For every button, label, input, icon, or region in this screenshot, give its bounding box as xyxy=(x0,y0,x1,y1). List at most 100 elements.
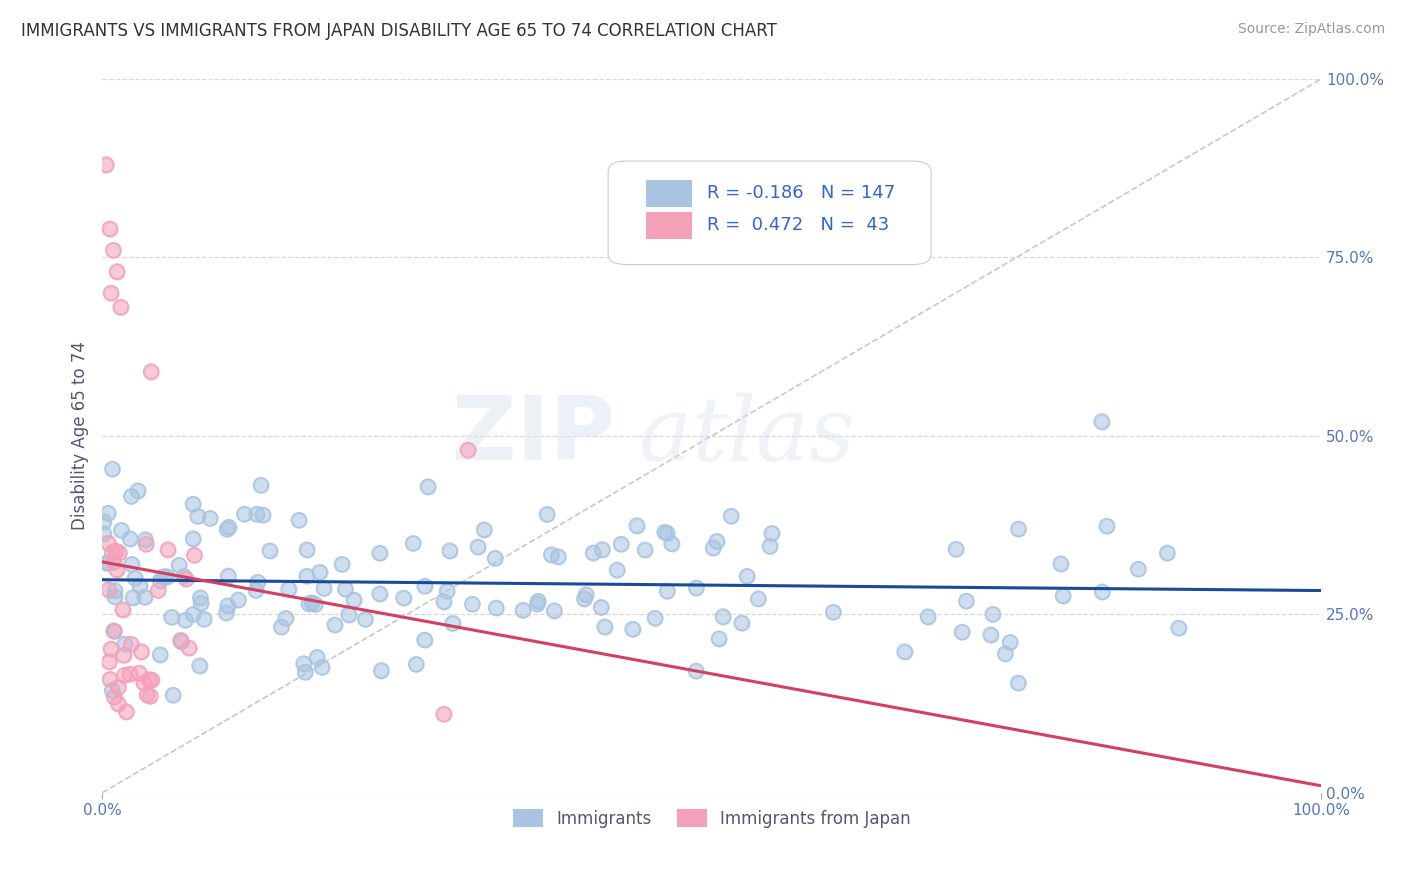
Point xyxy=(654,525,676,540)
Point xyxy=(152,569,174,583)
Point xyxy=(433,707,456,722)
Point xyxy=(156,569,179,583)
Point xyxy=(1091,415,1114,429)
Point xyxy=(190,596,212,610)
Point xyxy=(295,569,318,583)
Point xyxy=(917,609,939,624)
Point xyxy=(1128,562,1150,576)
Point xyxy=(707,632,730,646)
Point xyxy=(661,537,683,551)
Point xyxy=(685,664,707,678)
Point xyxy=(731,615,754,630)
Point xyxy=(621,622,644,636)
Point xyxy=(1091,584,1114,599)
Point xyxy=(118,667,141,681)
Point xyxy=(759,540,782,554)
Point xyxy=(97,582,120,597)
Point xyxy=(115,705,138,719)
Text: R = -0.186   N = 147: R = -0.186 N = 147 xyxy=(707,184,896,202)
Point xyxy=(112,648,135,663)
Point xyxy=(250,478,273,492)
Point xyxy=(114,637,136,651)
Point xyxy=(136,688,159,702)
Point xyxy=(162,688,184,702)
Point xyxy=(118,667,141,681)
Point xyxy=(110,301,132,315)
Point xyxy=(945,542,967,557)
Point xyxy=(591,542,613,557)
Point xyxy=(998,635,1021,649)
Point xyxy=(1007,676,1029,690)
Point xyxy=(433,707,456,722)
Point xyxy=(105,563,128,577)
Point xyxy=(295,569,318,583)
Text: ZIP: ZIP xyxy=(451,392,614,479)
Point xyxy=(98,655,121,669)
Point xyxy=(134,533,156,547)
Point xyxy=(298,597,321,611)
Point xyxy=(188,591,211,605)
Point xyxy=(124,571,146,585)
Point xyxy=(162,688,184,702)
Point xyxy=(121,558,143,572)
Point xyxy=(606,563,628,577)
Point xyxy=(98,673,121,687)
Point xyxy=(484,551,506,566)
Point xyxy=(634,542,657,557)
Point xyxy=(540,548,562,562)
Point xyxy=(103,555,125,569)
Point xyxy=(100,286,122,301)
Point xyxy=(250,478,273,492)
Point xyxy=(685,581,707,595)
Point xyxy=(702,541,724,555)
Point xyxy=(98,222,121,236)
Point xyxy=(294,665,316,680)
Point xyxy=(259,543,281,558)
Point xyxy=(217,599,239,613)
Point xyxy=(101,683,124,698)
Point xyxy=(218,520,240,534)
Point xyxy=(217,569,239,583)
Point xyxy=(337,607,360,622)
Point xyxy=(128,666,150,681)
Point xyxy=(181,497,204,511)
Point xyxy=(654,525,676,540)
Point xyxy=(702,541,724,555)
Point xyxy=(108,546,131,560)
Point xyxy=(823,605,845,619)
Point xyxy=(139,690,162,704)
Point xyxy=(1128,562,1150,576)
Point xyxy=(100,642,122,657)
Point xyxy=(994,647,1017,661)
Point xyxy=(174,613,197,627)
Point xyxy=(110,524,132,538)
Point xyxy=(526,597,548,611)
Point xyxy=(233,507,256,521)
Point xyxy=(536,508,558,522)
Point xyxy=(107,680,129,694)
Point xyxy=(188,658,211,673)
Point xyxy=(134,533,156,547)
Point xyxy=(305,650,328,665)
Point xyxy=(311,660,333,674)
Point xyxy=(97,506,120,520)
Point xyxy=(543,604,565,618)
Point xyxy=(574,591,596,606)
Point xyxy=(122,591,145,605)
Point xyxy=(335,582,357,596)
Point xyxy=(215,606,238,620)
Point xyxy=(981,607,1004,622)
Point xyxy=(177,640,200,655)
Point xyxy=(104,544,127,558)
Point xyxy=(685,664,707,678)
Point xyxy=(574,591,596,606)
Point xyxy=(107,680,129,694)
Point xyxy=(181,497,204,511)
Point xyxy=(190,596,212,610)
Point xyxy=(174,572,197,586)
Point xyxy=(593,620,616,634)
Point xyxy=(644,611,666,625)
Point xyxy=(177,640,200,655)
Point xyxy=(439,543,461,558)
Point xyxy=(120,490,142,504)
